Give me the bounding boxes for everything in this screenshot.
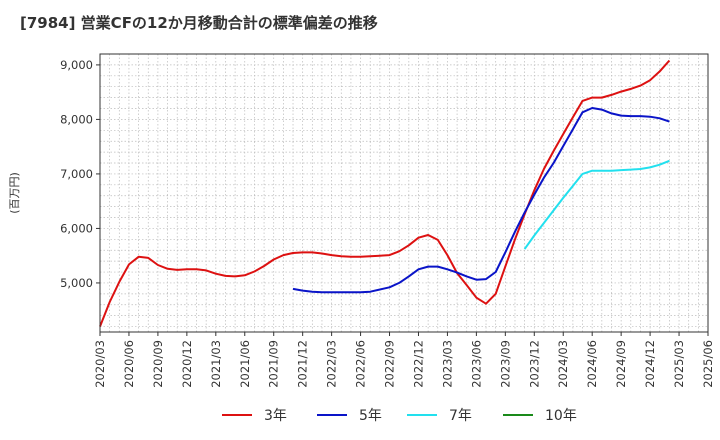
y-axis-label: (百万円) xyxy=(8,172,21,214)
grid xyxy=(100,53,708,332)
x-tick-label: 2025/03 xyxy=(672,340,686,388)
x-tick-label: 2020/12 xyxy=(180,340,194,388)
series-line-3 xyxy=(523,159,670,250)
x-tick-label: 2023/12 xyxy=(527,340,541,388)
x-tick-label: 2023/09 xyxy=(498,340,512,388)
y-tick-label: 7,000 xyxy=(60,167,93,181)
chart-title: [7984] 営業CFの12か月移動合計の標準偏差の推移 xyxy=(20,14,378,32)
x-tick-label: 2020/06 xyxy=(122,340,136,388)
x-tick-label: 2021/06 xyxy=(238,340,252,388)
x-tick-label: 2024/06 xyxy=(585,340,599,388)
series-line-1 xyxy=(99,59,671,327)
x-tick-label: 2022/06 xyxy=(354,340,368,388)
x-tick-label: 2024/09 xyxy=(614,340,628,388)
y-tick-label: 8,000 xyxy=(60,112,93,126)
x-tick-label: 2024/12 xyxy=(643,340,657,388)
x-tick-label: 2021/03 xyxy=(209,340,223,388)
x-tick-label: 2025/06 xyxy=(701,340,715,388)
y-tick-label: 9,000 xyxy=(60,58,93,72)
x-axis: 2020/03 2020/06 2020/09 2020/12 2021/03 2021/… xyxy=(93,332,715,388)
x-tick-label: 2020/03 xyxy=(93,340,107,388)
x-tick-label: 2020/09 xyxy=(151,340,165,388)
y-axis: 5,000 6,000 7,000 8,000 9,000 xyxy=(60,58,100,290)
x-tick-label: 2023/06 xyxy=(469,340,483,388)
plot-background xyxy=(100,54,708,332)
plot-frame xyxy=(99,53,709,333)
x-tick-label: 2021/09 xyxy=(267,340,281,388)
y-tick-label: 6,000 xyxy=(60,221,93,235)
y-tick-label: 5,000 xyxy=(60,276,93,290)
x-tick-label: 2024/03 xyxy=(556,340,570,388)
x-tick-label: 2022/12 xyxy=(411,340,425,388)
series-line-2 xyxy=(292,107,670,294)
x-tick-label: 2022/03 xyxy=(325,340,339,388)
x-tick-label: 2023/03 xyxy=(440,340,454,388)
legend-label-3: 7年 xyxy=(449,408,472,424)
legend-label-2: 5年 xyxy=(359,408,382,424)
legend-label-1: 3年 xyxy=(264,408,287,424)
legend-label-4: 10年 xyxy=(545,408,577,424)
series-layer xyxy=(99,59,671,327)
x-tick-label: 2021/12 xyxy=(296,340,310,388)
x-tick-label: 2022/09 xyxy=(383,340,397,388)
legend: 3年 5年 7年 10年 xyxy=(222,408,577,424)
